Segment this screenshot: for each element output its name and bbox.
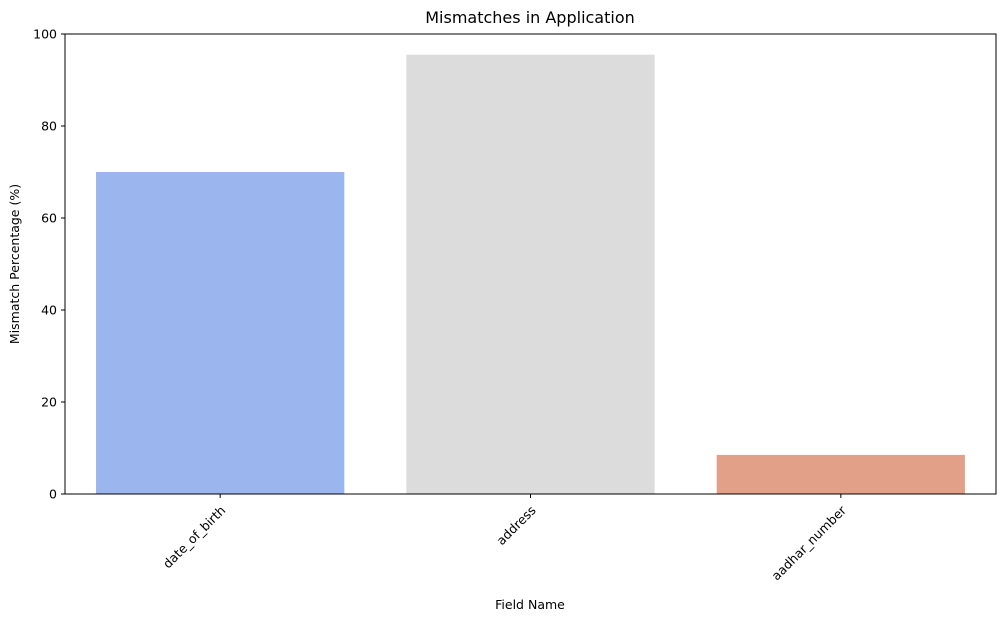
y-tick-label: 100	[33, 27, 57, 42]
x-tick-label: date_of_birth	[160, 503, 229, 572]
bars-group	[96, 54, 965, 494]
y-axis-ticks: 0 20 40 60 80 100	[33, 27, 65, 502]
x-axis-ticks: date_of_birth address aadhar_number	[160, 494, 850, 583]
bar-date-of-birth	[96, 172, 345, 494]
chart-title: Mismatches in Application	[425, 8, 635, 27]
y-axis-label: Mismatch Percentage (%)	[7, 184, 22, 344]
x-axis-label: Field Name	[495, 597, 565, 612]
bar-aadhar-number	[716, 454, 965, 494]
x-tick-label: aadhar_number	[768, 502, 849, 583]
bar-address	[406, 54, 655, 494]
y-tick-label: 60	[41, 211, 57, 226]
x-tick-label: address	[493, 503, 538, 548]
y-tick-label: 0	[49, 487, 57, 502]
y-tick-label: 80	[41, 119, 57, 134]
y-tick-label: 40	[41, 303, 57, 318]
y-tick-label: 20	[41, 395, 57, 410]
